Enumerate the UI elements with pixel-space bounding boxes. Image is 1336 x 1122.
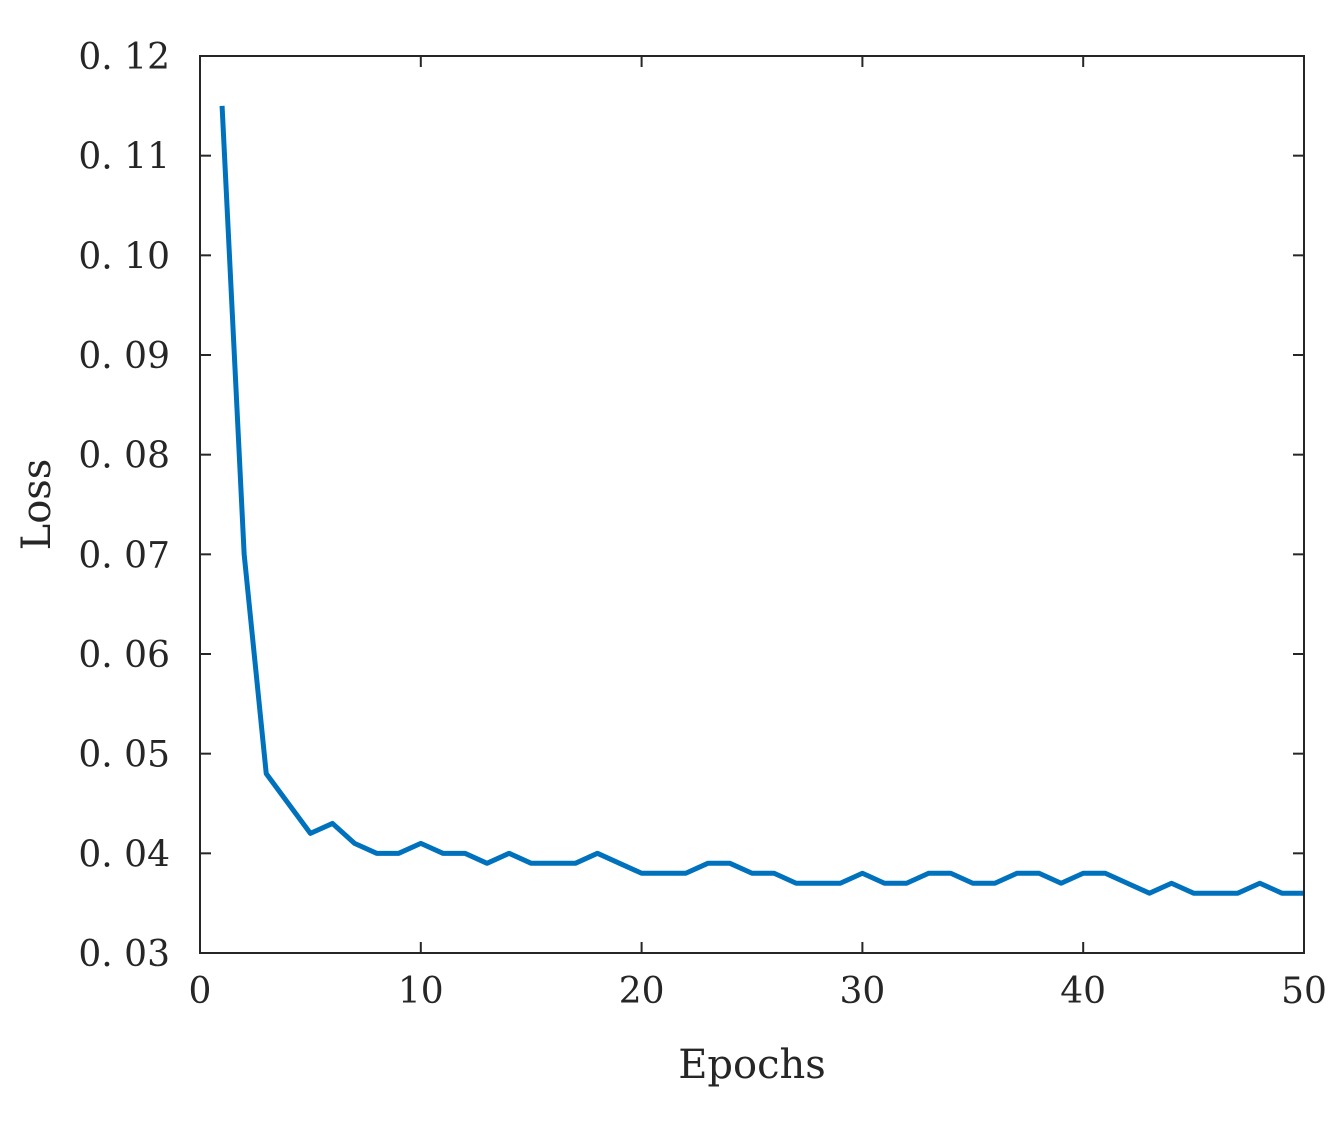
x-tick-label: 20: [619, 971, 665, 1012]
loss-series-line: [219, 105, 1304, 896]
y-tick-label: 0. 07: [78, 535, 170, 576]
y-axis-label: Loss: [14, 459, 60, 551]
plot-frame: [199, 55, 1305, 954]
x-axis-label: Epochs: [678, 1042, 826, 1088]
y-tick-label: 0. 09: [78, 336, 170, 377]
x-tick-label: 40: [1060, 971, 1106, 1012]
ticks-layer: [199, 55, 1305, 954]
x-tick-label: 50: [1281, 971, 1327, 1012]
y-tick-label: 0. 05: [78, 735, 170, 776]
y-tick-label: 0. 03: [78, 934, 170, 975]
y-tick-label: 0. 06: [78, 635, 170, 676]
series-layer: [219, 105, 1304, 896]
y-tick-label: 0. 12: [78, 37, 170, 78]
y-tick-label: 0. 08: [78, 436, 170, 477]
x-tick-label: 0: [189, 971, 212, 1012]
y-tick-label: 0. 10: [78, 236, 170, 277]
y-tick-label: 0. 11: [78, 137, 170, 178]
x-tick-label: 10: [398, 971, 444, 1012]
y-tick-label: 0. 04: [78, 834, 170, 875]
tick-labels-layer: 0 10 20 30 40 50 0. 03 0. 04 0. 05 0. 06 0. 07 0. 0…: [78, 37, 1327, 1012]
x-tick-label: 30: [839, 971, 885, 1012]
